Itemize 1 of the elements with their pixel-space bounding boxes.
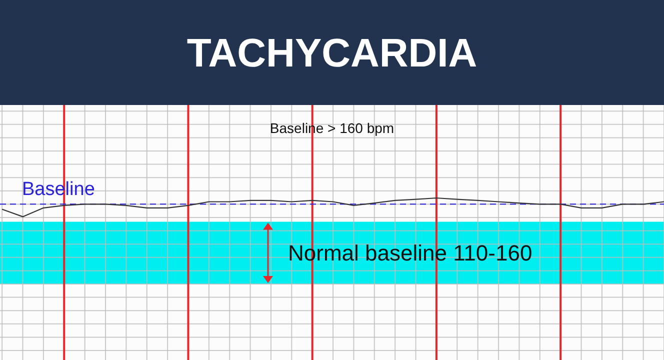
chart-title: TACHYCARDIA — [186, 32, 478, 76]
